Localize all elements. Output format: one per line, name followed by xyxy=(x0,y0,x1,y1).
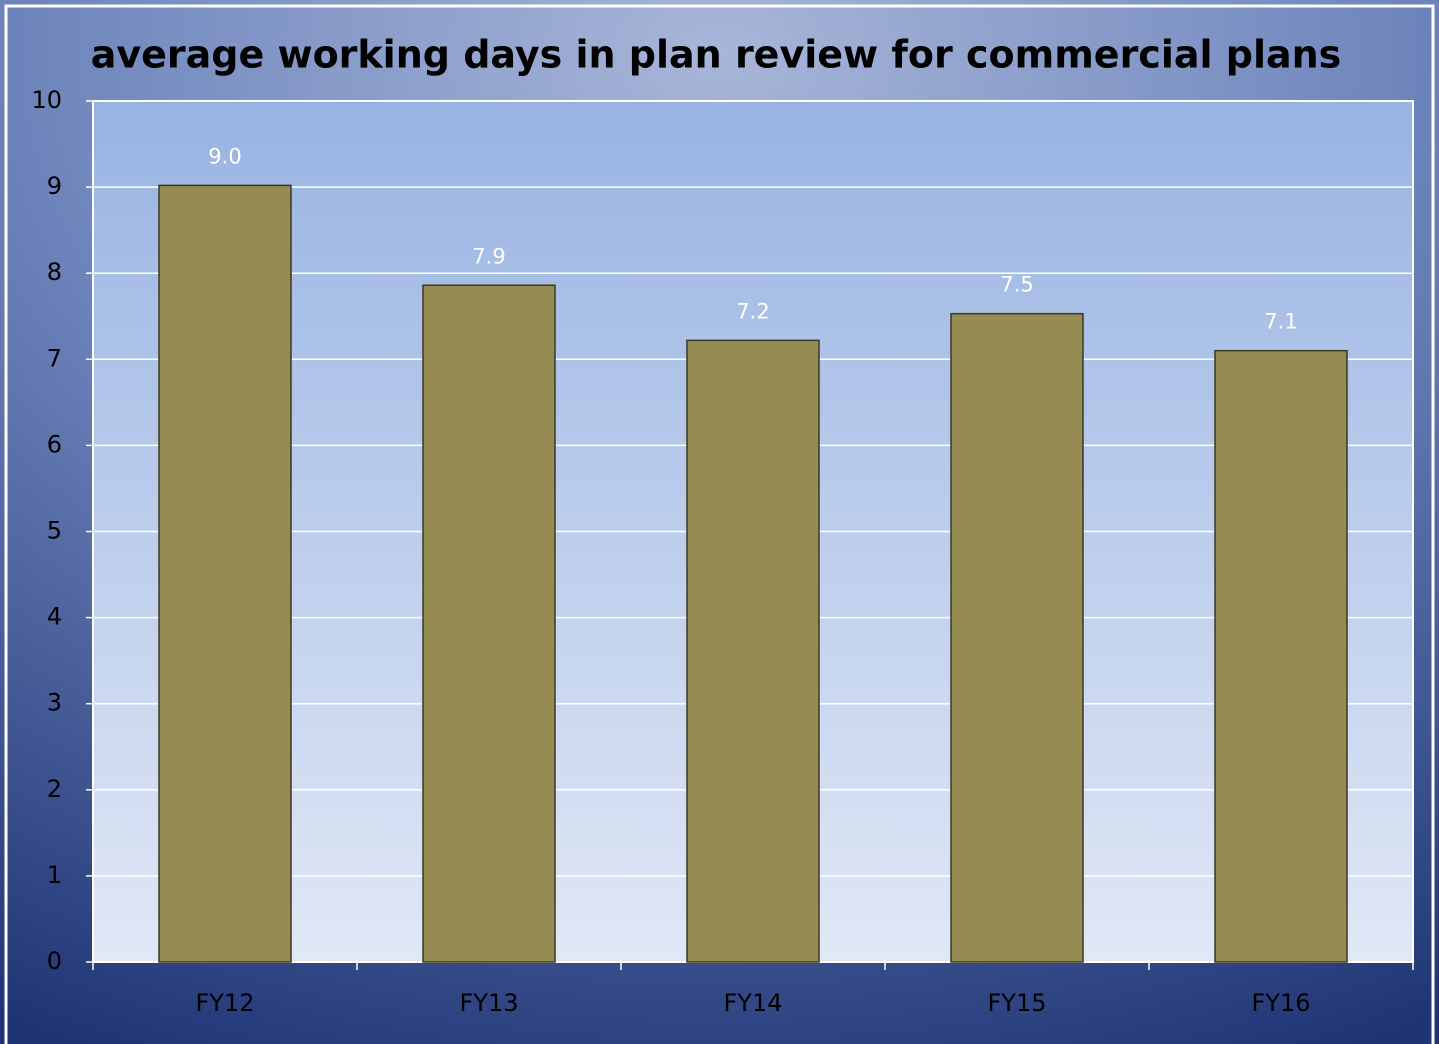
data-label: 9.0 xyxy=(208,144,241,168)
y-tick-label: 3 xyxy=(47,689,62,717)
y-tick-label: 10 xyxy=(31,86,62,114)
x-tick-label: FY14 xyxy=(723,989,782,1017)
bar xyxy=(950,312,1084,963)
y-tick-label: 9 xyxy=(47,172,62,200)
bar xyxy=(1214,349,1348,963)
y-tick-label: 5 xyxy=(47,517,62,545)
y-tick-label: 7 xyxy=(47,344,62,372)
x-tick-label: FY13 xyxy=(459,989,518,1017)
frame xyxy=(4,4,1435,1044)
data-label: 7.2 xyxy=(736,299,769,323)
y-tick-label: 0 xyxy=(47,947,62,975)
bar xyxy=(158,184,292,963)
data-label: 7.9 xyxy=(472,244,505,268)
y-tick-label: 1 xyxy=(47,861,62,889)
y-tick-label: 6 xyxy=(47,430,62,458)
data-label: 7.5 xyxy=(1000,273,1033,297)
y-tick-label: 4 xyxy=(47,603,62,631)
x-tick-label: FY12 xyxy=(195,989,254,1017)
y-tick-label: 2 xyxy=(47,775,62,803)
x-tick-label: FY16 xyxy=(1251,989,1310,1017)
bar xyxy=(422,284,556,963)
bar xyxy=(686,339,820,963)
x-tick-label: FY15 xyxy=(987,989,1046,1017)
y-tick-label: 8 xyxy=(47,258,62,286)
data-label: 7.1 xyxy=(1264,310,1297,334)
chart-title: average working days in plan review for … xyxy=(91,33,1342,77)
